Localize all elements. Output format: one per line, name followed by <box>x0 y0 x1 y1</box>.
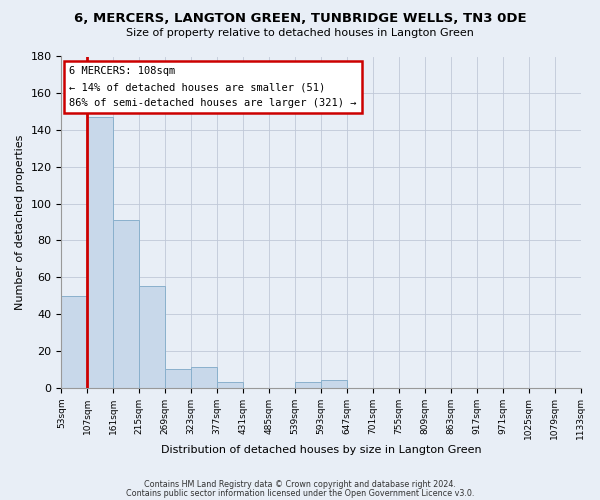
X-axis label: Distribution of detached houses by size in Langton Green: Distribution of detached houses by size … <box>161 445 481 455</box>
Bar <box>139 286 165 388</box>
Bar <box>191 368 217 388</box>
Bar <box>61 296 88 388</box>
Y-axis label: Number of detached properties: Number of detached properties <box>15 134 25 310</box>
Bar <box>295 382 321 388</box>
Bar <box>88 117 113 388</box>
Text: Size of property relative to detached houses in Langton Green: Size of property relative to detached ho… <box>126 28 474 38</box>
Text: Contains HM Land Registry data © Crown copyright and database right 2024.: Contains HM Land Registry data © Crown c… <box>144 480 456 489</box>
Text: 6, MERCERS, LANGTON GREEN, TUNBRIDGE WELLS, TN3 0DE: 6, MERCERS, LANGTON GREEN, TUNBRIDGE WEL… <box>74 12 526 26</box>
Text: Contains public sector information licensed under the Open Government Licence v3: Contains public sector information licen… <box>126 488 474 498</box>
Bar <box>165 369 191 388</box>
Bar <box>321 380 347 388</box>
Bar <box>217 382 243 388</box>
Text: 6 MERCERS: 108sqm
← 14% of detached houses are smaller (51)
86% of semi-detached: 6 MERCERS: 108sqm ← 14% of detached hous… <box>69 66 356 108</box>
Bar <box>113 220 139 388</box>
